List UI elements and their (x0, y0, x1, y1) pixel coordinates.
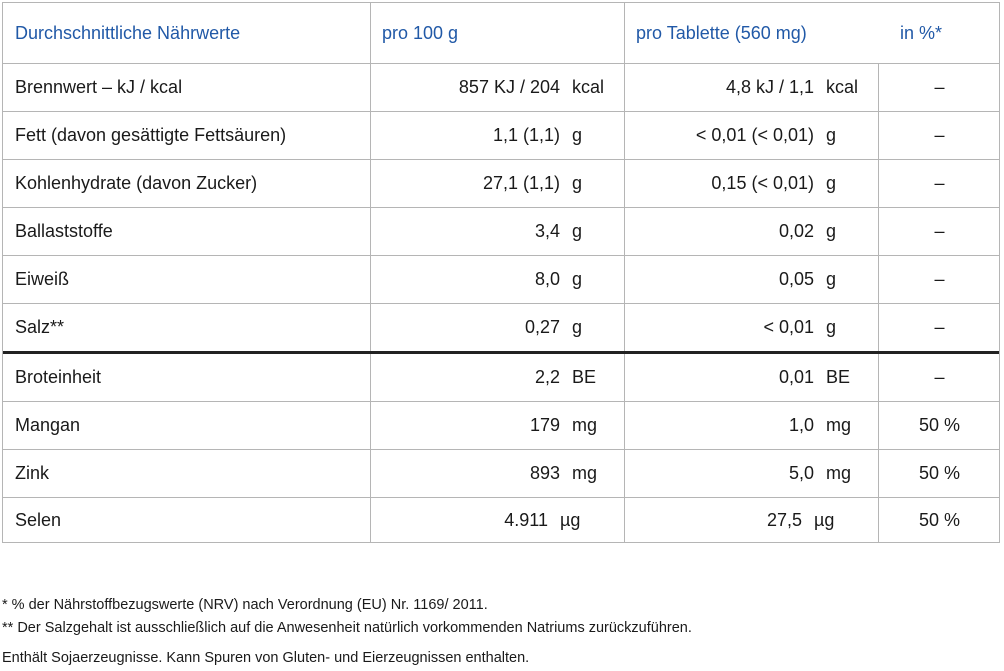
nutrient-name: Zink (15, 463, 50, 483)
percent-nrv: 50 % (918, 415, 961, 435)
percent-nrv: 50 % (918, 509, 961, 530)
nutrient-name: Salz** (15, 317, 65, 337)
unit-per-100g: BE (572, 367, 597, 387)
unit-per-tablet: g (826, 221, 837, 241)
value-per-tablet: 5,0 (788, 463, 814, 483)
value-per-100g: 893 (529, 463, 560, 483)
value-per-tablet: 0,02 (778, 221, 814, 241)
unit-per-100g: g (572, 317, 583, 337)
nutrient-name: Mangan (15, 415, 81, 435)
unit-per-tablet: BE (826, 367, 851, 387)
unit-per-tablet: g (826, 173, 837, 193)
unit-per-100g: g (572, 221, 583, 241)
table-row: Salz** 0,27 g < 0,01 g – (3, 304, 999, 354)
value-per-100g: 1,1 (1,1) (492, 125, 560, 145)
unit-per-tablet: µg (814, 509, 835, 530)
header-percent: in %* (900, 22, 943, 43)
unit-per-tablet: kcal (826, 77, 859, 97)
percent-nrv: – (934, 269, 945, 289)
allergen-note: Enthält Sojaerzeugnisse. Kann Spuren von… (2, 650, 530, 666)
header-nutrients: Durchschnittliche Nährwerte (15, 22, 241, 43)
value-per-tablet: < 0,01 (763, 317, 814, 337)
unit-per-tablet: mg (826, 463, 852, 483)
percent-nrv: 50 % (918, 463, 961, 483)
unit-per-100g: kcal (572, 77, 605, 97)
table-row: Eiweiß 8,0 g 0,05 g – (3, 256, 999, 304)
value-per-tablet: < 0,01 (< 0,01) (695, 125, 814, 145)
percent-nrv: – (934, 77, 945, 97)
footnote-nrv: * % der Nährstoffbezugswerte (NRV) nach … (2, 597, 488, 613)
value-per-tablet: 0,01 (778, 367, 814, 387)
value-per-tablet: 0,15 (< 0,01) (711, 173, 814, 193)
table-row: Kohlenhydrate (davon Zucker) 27,1 (1,1) … (3, 160, 999, 208)
table-row: Zink 893 mg 5,0 mg 50 % (3, 450, 999, 498)
table-row: Ballaststoffe 3,4 g 0,02 g – (3, 208, 999, 256)
nutrient-name: Broteinheit (15, 367, 102, 387)
unit-per-100g: mg (572, 463, 598, 483)
value-per-100g: 3,4 (534, 221, 560, 241)
table-row: Selen 4.911 µg 27,5 µg 50 % (3, 498, 999, 542)
nutrient-name: Fett (davon gesättigte Fettsäuren) (15, 125, 287, 145)
nutrient-name: Selen (15, 509, 62, 530)
unit-per-tablet: mg (826, 415, 852, 435)
value-per-100g: 179 (529, 415, 560, 435)
percent-nrv: – (934, 367, 945, 387)
unit-per-tablet: g (826, 317, 837, 337)
unit-per-100g: g (572, 125, 583, 145)
table-header-row: Durchschnittliche Nährwerte pro 100 g pr… (3, 3, 999, 64)
footnote-salt: ** Der Salzgehalt ist ausschließlich auf… (2, 620, 692, 636)
value-per-tablet: 27,5 (766, 509, 802, 530)
nutrition-table: Durchschnittliche Nährwerte pro 100 g pr… (2, 2, 1000, 543)
unit-per-tablet: g (826, 269, 837, 289)
percent-nrv: – (934, 317, 945, 337)
table-row: Fett (davon gesättigte Fettsäuren) 1,1 (… (3, 112, 999, 160)
table-row: Brennwert – kJ / kcal 857 KJ / 204 kcal … (3, 64, 999, 112)
percent-nrv: – (934, 221, 945, 241)
table-row: Broteinheit 2,2 BE 0,01 BE – (3, 354, 999, 402)
nutrient-name: Eiweiß (15, 269, 70, 289)
unit-per-tablet: g (826, 125, 837, 145)
unit-per-100g: g (572, 269, 583, 289)
value-per-100g: 2,2 (534, 367, 560, 387)
unit-per-100g: g (572, 173, 583, 193)
unit-per-100g: µg (560, 509, 581, 530)
value-per-100g: 0,27 (524, 317, 560, 337)
header-per-100g: pro 100 g (382, 22, 459, 43)
value-per-100g: 27,1 (1,1) (482, 173, 560, 193)
value-per-100g: 8,0 (534, 269, 560, 289)
nutrient-name: Brennwert – kJ / kcal (15, 77, 183, 97)
value-per-100g: 857 KJ / 204 (458, 77, 560, 97)
percent-nrv: – (934, 125, 945, 145)
percent-nrv: – (934, 173, 945, 193)
nutrient-name: Ballaststoffe (15, 221, 113, 241)
value-per-100g: 4.911 (504, 509, 548, 530)
header-per-tablet: pro Tablette (560 mg) (636, 22, 807, 43)
nutrient-name: Kohlenhydrate (davon Zucker) (15, 173, 258, 193)
value-per-tablet: 0,05 (778, 269, 814, 289)
value-per-tablet: 4,8 kJ / 1,1 (725, 77, 814, 97)
value-per-tablet: 1,0 (788, 415, 814, 435)
table-row: Mangan 179 mg 1,0 mg 50 % (3, 402, 999, 450)
unit-per-100g: mg (572, 415, 598, 435)
